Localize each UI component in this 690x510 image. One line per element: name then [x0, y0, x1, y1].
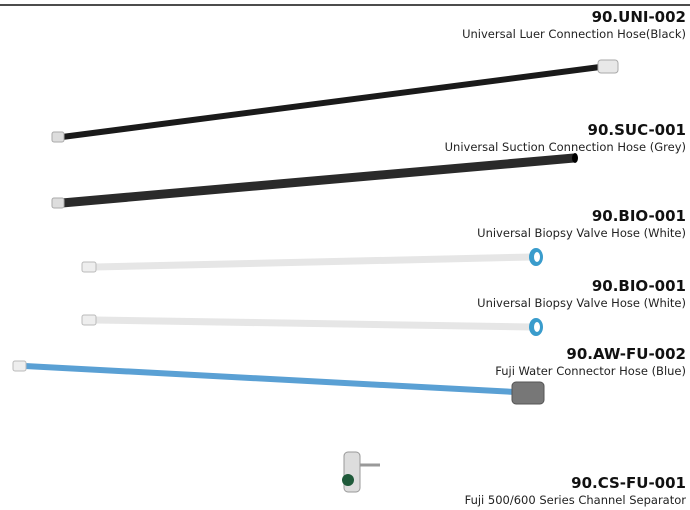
hose-white-biopsy — [81, 314, 543, 336]
product-code: 90.BIO-001 — [592, 207, 686, 225]
product-code: 90.CS-FU-001 — [571, 474, 686, 492]
product-name: Universal Suction Connection Hose (Grey) — [445, 140, 686, 154]
product-name: Universal Biopsy Valve Hose (White) — [477, 226, 686, 240]
product-name: Fuji 500/600 Series Channel Separator — [465, 493, 687, 507]
hose-grey-suction — [51, 153, 578, 209]
product-code: 90.AW-FU-002 — [566, 345, 686, 363]
hose-black-luer — [51, 59, 619, 143]
hose-blue-water — [12, 360, 545, 405]
product-name: Fuji Water Connector Hose (Blue) — [495, 364, 686, 378]
product-name: Universal Biopsy Valve Hose (White) — [477, 296, 686, 310]
channel-separator — [342, 451, 380, 493]
product-name: Universal Luer Connection Hose(Black) — [462, 27, 686, 41]
product-code: 90.UNI-002 — [592, 8, 686, 26]
product-code: 90.BIO-001 — [592, 277, 686, 295]
product-code: 90.SUC-001 — [588, 121, 686, 139]
hose-white-biopsy — [81, 248, 543, 273]
